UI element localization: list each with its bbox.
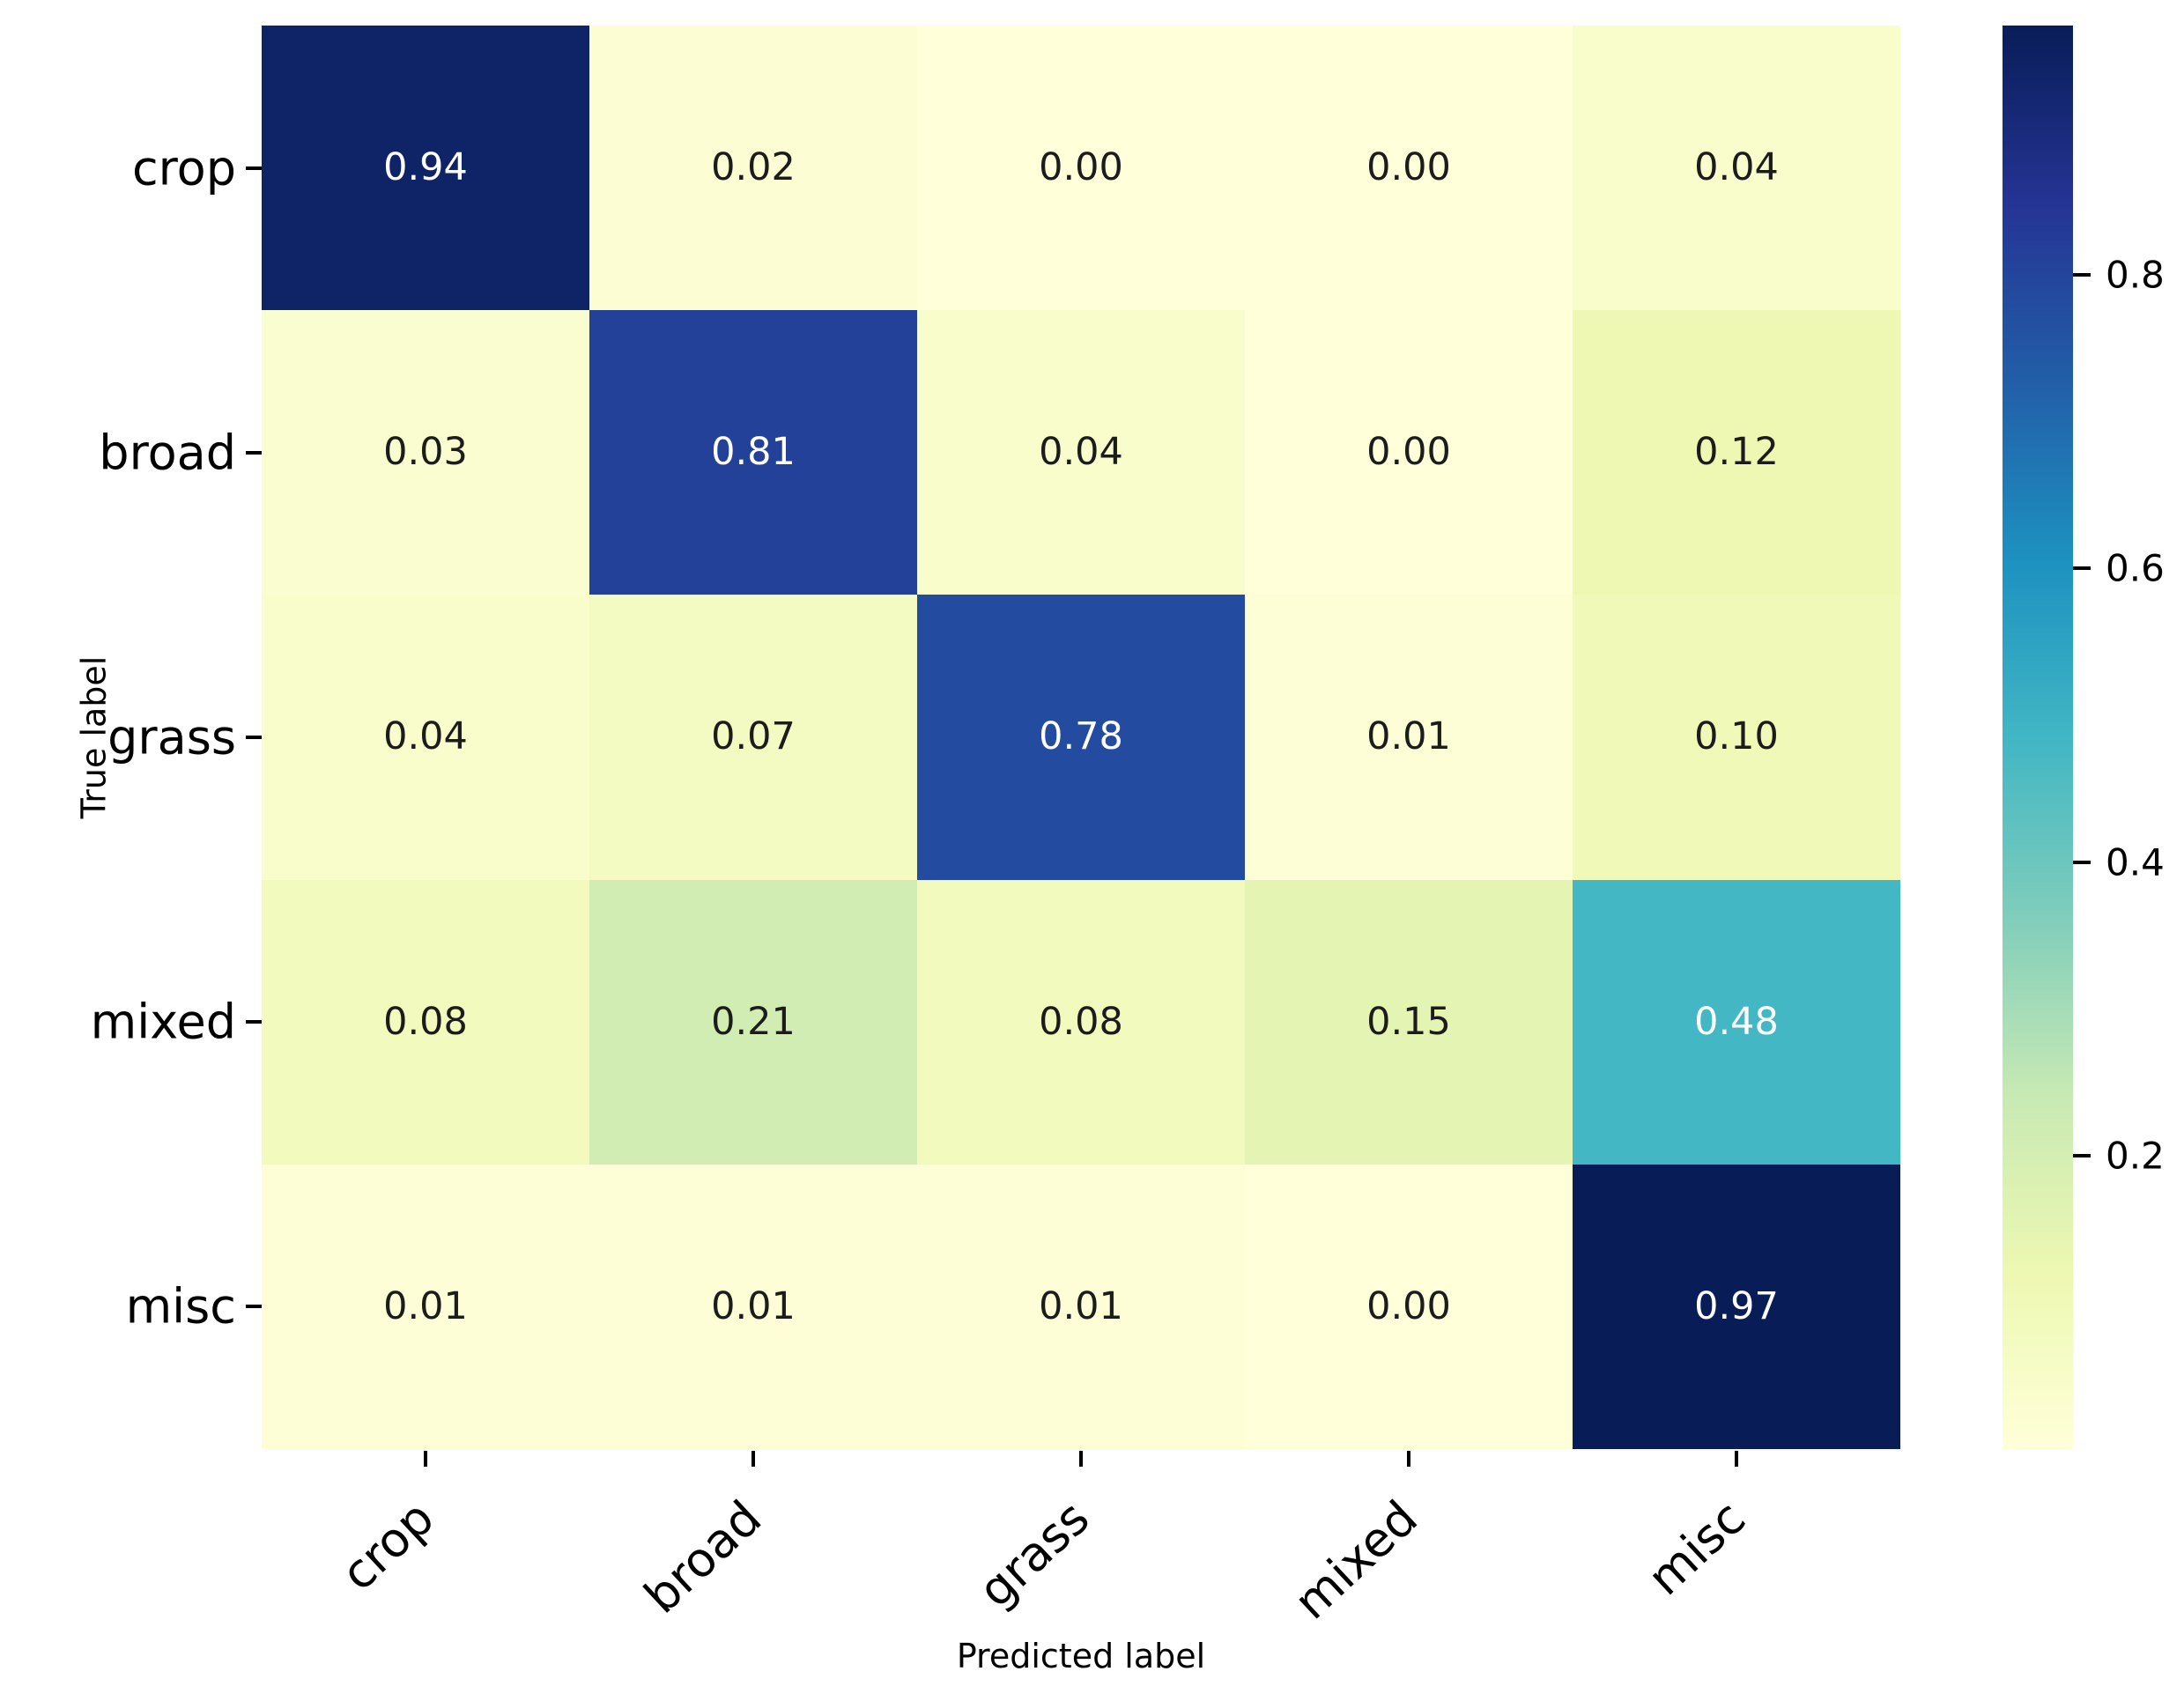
heatmap-cell-broad-misc: 0.12 (1573, 310, 1900, 595)
axis-tickmark (1735, 1451, 1738, 1467)
heatmap-cell-misc-broad: 0.01 (589, 1164, 917, 1449)
heatmap-cell-grass-crop: 0.04 (262, 595, 589, 880)
colorbar-tick-label-0.4: 0.4 (2106, 840, 2165, 884)
colorbar (2003, 26, 2073, 1449)
heatmap-cell-grass-broad: 0.07 (589, 595, 917, 880)
colorbar-tick-label-0.8: 0.8 (2106, 253, 2165, 297)
axis-tickmark (1079, 1451, 1083, 1467)
xtick-label-grass: grass (967, 1490, 1100, 1619)
heatmap-cell-mixed-misc: 0.48 (1573, 879, 1900, 1165)
ytick-label-grass: grass (107, 709, 236, 765)
y-axis-title: True label (74, 655, 114, 819)
heatmap-cell-misc-crop: 0.01 (262, 1164, 589, 1449)
heatmap-cell-broad-mixed: 0.00 (1245, 310, 1573, 595)
heatmap-cell-crop-mixed: 0.00 (1245, 26, 1573, 311)
axis-tickmark (246, 1305, 262, 1309)
x-axis-title: Predicted label (956, 1637, 1206, 1675)
axis-tickmark (424, 1451, 427, 1467)
heatmap-cell-grass-misc: 0.10 (1573, 595, 1900, 880)
xtick-label-mixed: mixed (1283, 1490, 1428, 1631)
heatmap-cell-mixed-mixed: 0.15 (1245, 879, 1573, 1165)
heatmap-cell-crop-grass: 0.00 (917, 26, 1245, 311)
heatmap-cell-broad-broad: 0.81 (589, 310, 917, 595)
axis-tickmark (246, 450, 262, 455)
heatmap-cell-grass-grass: 0.78 (917, 595, 1245, 880)
xtick-label-crop: crop (330, 1490, 445, 1602)
ytick-label-broad: broad (99, 425, 236, 481)
heatmap-cell-mixed-crop: 0.08 (262, 879, 589, 1165)
heatmap-cell-misc-misc: 0.97 (1573, 1164, 1900, 1449)
ytick-label-misc: misc (125, 1278, 236, 1335)
heatmap-cell-crop-broad: 0.02 (589, 26, 917, 311)
axis-tickmark (2073, 1153, 2091, 1157)
heatmap-cell-broad-crop: 0.03 (262, 310, 589, 595)
heatmap-cell-mixed-broad: 0.21 (589, 879, 917, 1165)
heatmap-cell-mixed-grass: 0.08 (917, 879, 1245, 1165)
heatmap-cell-crop-misc: 0.04 (1573, 26, 1900, 311)
heatmap-cell-broad-grass: 0.04 (917, 310, 1245, 595)
axis-tickmark (751, 1451, 755, 1467)
heatmap-cell-crop-crop: 0.94 (262, 26, 589, 311)
axis-tickmark (246, 1020, 262, 1024)
heatmap-grid: 0.94 0.02 0.00 0.00 0.04 0.03 0.81 0.04 0.00 0.12… (262, 26, 1900, 1449)
axis-tickmark (2073, 273, 2091, 277)
heatmap-cell-grass-mixed: 0.01 (1245, 595, 1573, 880)
xtick-label-misc: misc (1636, 1490, 1756, 1607)
axis-tickmark (2073, 860, 2091, 864)
heatmap-cell-misc-grass: 0.01 (917, 1164, 1245, 1449)
heatmap-cell-misc-mixed: 0.00 (1245, 1164, 1573, 1449)
axis-tickmark (246, 736, 262, 739)
xtick-label-broad: broad (633, 1490, 773, 1624)
colorbar-tick-label-0.2: 0.2 (2106, 1134, 2165, 1178)
axis-tickmark (1407, 1451, 1410, 1467)
ytick-label-mixed: mixed (90, 994, 236, 1050)
colorbar-tick-label-0.6: 0.6 (2106, 546, 2165, 590)
axis-tickmark (246, 166, 262, 170)
axis-tickmark (2073, 566, 2091, 571)
ytick-label-crop: crop (131, 140, 236, 196)
